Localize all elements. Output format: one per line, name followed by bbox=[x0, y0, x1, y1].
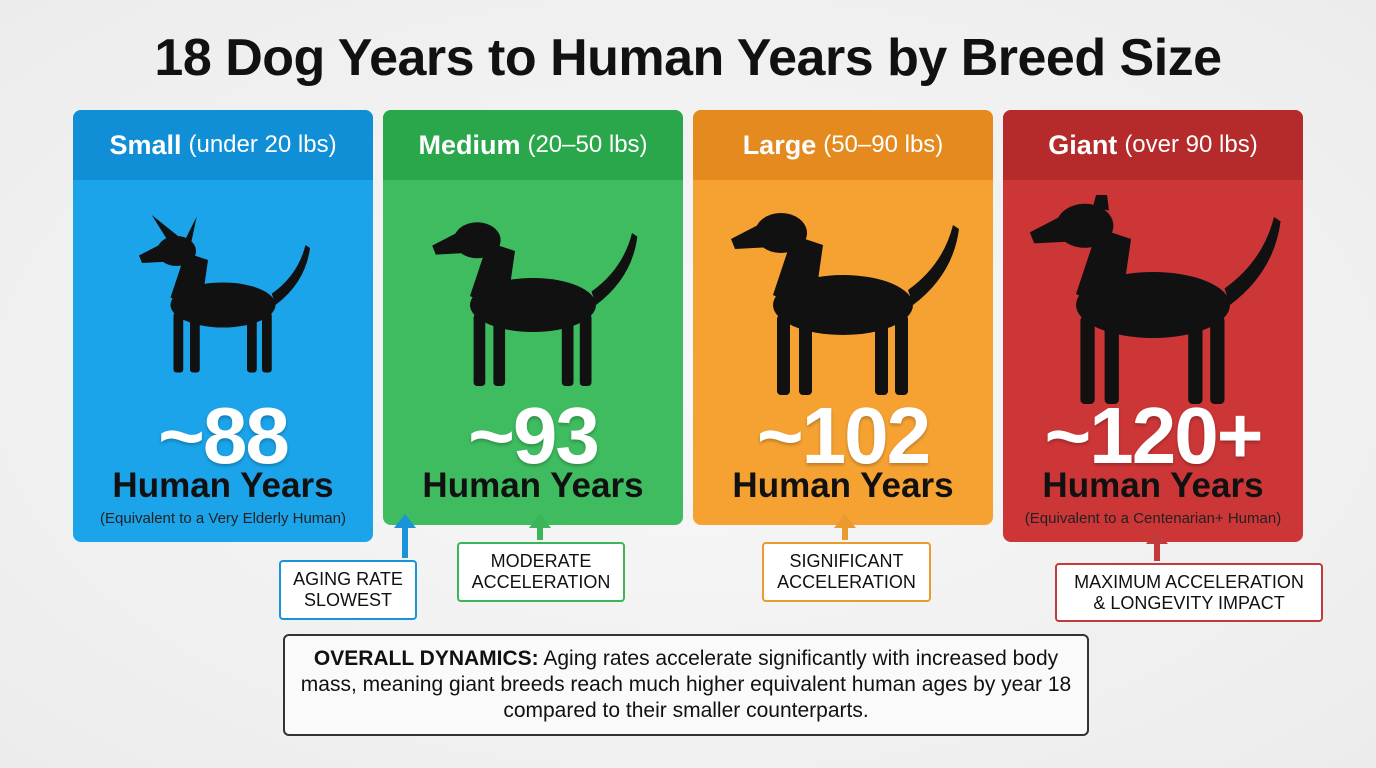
dog-ear bbox=[1092, 195, 1109, 211]
arrow-head bbox=[394, 514, 416, 528]
age-value: ~120+ bbox=[1044, 391, 1264, 480]
age-note: (Equivalent to a Very Elderly Human) bbox=[100, 510, 346, 527]
age-unit: Human Years bbox=[422, 466, 644, 505]
card: Giant (over 90 lbs) ~120+ Human Years (Equiv… bbox=[1003, 110, 1303, 542]
callout: SIGNIFICANT ACCELERATION bbox=[762, 542, 931, 602]
callout-line: & LONGEVITY IMPACT bbox=[1093, 592, 1285, 613]
age-unit: Human Years bbox=[732, 466, 954, 505]
dog-shape bbox=[432, 222, 638, 386]
summary-label: OVERALL DYNAMICS: bbox=[313, 647, 539, 670]
age-value: ~88 bbox=[158, 391, 290, 480]
age-value: ~93 bbox=[468, 391, 600, 480]
dog-tail bbox=[271, 245, 310, 305]
callout-line: SIGNIFICANT bbox=[789, 551, 904, 571]
dog-ear bbox=[151, 215, 197, 242]
dog-leg bbox=[1080, 316, 1095, 404]
card-header: Medium (20–50 lbs) bbox=[383, 110, 683, 180]
dog-leg bbox=[579, 314, 592, 386]
callout-line: MAXIMUM ACCELERATION bbox=[1074, 571, 1304, 592]
dog-leg bbox=[262, 312, 272, 373]
dog-neck bbox=[773, 235, 823, 315]
callout-line: ACCELERATION bbox=[471, 572, 611, 592]
size-name: Medium bbox=[418, 129, 521, 160]
dog-icon bbox=[731, 213, 959, 395]
dog-leg bbox=[1104, 316, 1119, 404]
arrow-head bbox=[1146, 530, 1168, 544]
weight-range: (under 20 lbs) bbox=[188, 131, 337, 158]
dog-neck bbox=[170, 252, 208, 313]
dog-leg bbox=[247, 312, 257, 373]
callout: MAXIMUM ACCELERATION & LONGEVITY IMPACT bbox=[1055, 563, 1323, 622]
dog-leg bbox=[493, 314, 506, 386]
card-header: Small (under 20 lbs) bbox=[73, 110, 373, 180]
callout-line: AGING RATE bbox=[293, 569, 403, 589]
dog-ear bbox=[788, 217, 804, 255]
dog-icon bbox=[1029, 195, 1281, 404]
arrow-head bbox=[834, 514, 856, 528]
weight-range: (over 90 lbs) bbox=[1124, 131, 1258, 158]
dog-leg bbox=[777, 315, 790, 395]
dog-tail bbox=[591, 233, 638, 305]
arrow-head bbox=[529, 514, 551, 528]
dog-snout bbox=[1029, 217, 1076, 244]
dog-leg bbox=[1210, 316, 1225, 404]
callout: AGING RATE SLOWEST bbox=[279, 560, 417, 620]
dog-leg bbox=[875, 315, 888, 395]
dog-snout bbox=[139, 245, 171, 263]
callout-line: ACCELERATION bbox=[777, 572, 916, 592]
summary-body: Aging rates accelerate significantly wit… bbox=[300, 647, 1072, 722]
card: Large (50–90 lbs) ~102 Human Years bbox=[693, 110, 993, 525]
dog-icon bbox=[139, 215, 310, 373]
size-name: Giant bbox=[1048, 129, 1118, 160]
dog-leg bbox=[190, 312, 200, 373]
dog-neck bbox=[470, 242, 515, 314]
size-name: Small bbox=[109, 129, 182, 160]
dog-shape bbox=[731, 213, 959, 395]
age-value: ~102 bbox=[756, 391, 931, 480]
dog-tail bbox=[908, 225, 959, 305]
age-unit: Human Years bbox=[112, 466, 334, 505]
age-unit: Human Years bbox=[1042, 466, 1264, 505]
card: Medium (20–50 lbs) ~93 Human Years bbox=[383, 110, 683, 525]
dog-leg bbox=[895, 315, 908, 395]
title: 18 Dog Years to Human Years by Breed Siz… bbox=[154, 29, 1222, 87]
dog-leg bbox=[473, 314, 486, 386]
dog-snout bbox=[731, 225, 773, 249]
weight-range: (20–50 lbs) bbox=[527, 131, 648, 158]
card-header: Large (50–90 lbs) bbox=[693, 110, 993, 180]
summary: OVERALL DYNAMICS: Aging rates accelerate… bbox=[283, 634, 1089, 736]
dog-shape bbox=[1029, 195, 1281, 404]
summary-text: OVERALL DYNAMICS: Aging rates accelerate… bbox=[295, 646, 1077, 724]
weight-range: (50–90 lbs) bbox=[823, 131, 944, 158]
dog-leg bbox=[561, 314, 574, 386]
dog-neck bbox=[1076, 228, 1131, 316]
size-name: Large bbox=[742, 129, 817, 160]
callout-line: SLOWEST bbox=[303, 590, 392, 610]
dog-shape bbox=[139, 215, 310, 373]
callout: MODERATE ACCELERATION bbox=[457, 542, 625, 602]
card-header: Giant (over 90 lbs) bbox=[1003, 110, 1303, 180]
dog-tail bbox=[1224, 217, 1281, 305]
dog-ear bbox=[483, 225, 498, 260]
age-note: (Equivalent to a Centenarian+ Human) bbox=[1024, 510, 1282, 527]
callout-line: MODERATE bbox=[490, 551, 592, 571]
dog-snout bbox=[432, 233, 470, 255]
dog-leg bbox=[1188, 316, 1203, 404]
dog-icon bbox=[432, 222, 638, 386]
dog-leg bbox=[173, 312, 184, 373]
card: Small (under 20 lbs) ~88 Human Years (Equiva… bbox=[73, 110, 373, 542]
dog-leg bbox=[799, 315, 812, 395]
